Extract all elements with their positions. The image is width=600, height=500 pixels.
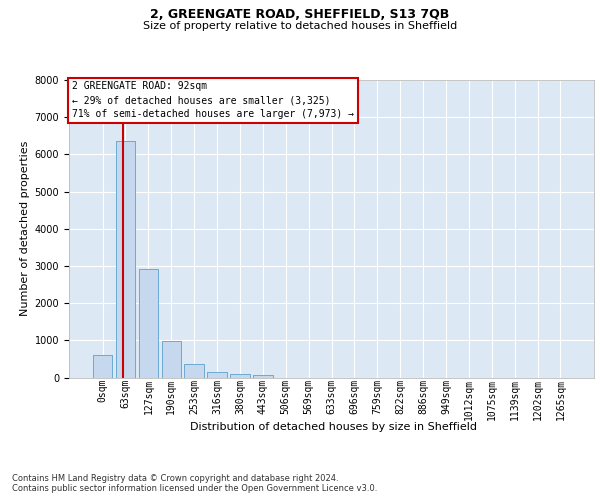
Y-axis label: Number of detached properties: Number of detached properties	[20, 141, 31, 316]
Bar	[230, 374, 250, 378]
Bar	[139, 269, 158, 378]
Bar	[253, 375, 272, 378]
Text: 2 GREENGATE ROAD: 92sqm
← 29% of detached houses are smaller (3,325)
71% of semi: 2 GREENGATE ROAD: 92sqm ← 29% of detache…	[71, 82, 353, 120]
Text: Distribution of detached houses by size in Sheffield: Distribution of detached houses by size …	[190, 422, 476, 432]
Bar	[161, 341, 181, 378]
Bar	[184, 364, 204, 378]
Text: Contains HM Land Registry data © Crown copyright and database right 2024.: Contains HM Land Registry data © Crown c…	[12, 474, 338, 483]
Bar	[116, 140, 135, 378]
Text: 2, GREENGATE ROAD, SHEFFIELD, S13 7QB: 2, GREENGATE ROAD, SHEFFIELD, S13 7QB	[151, 8, 449, 20]
Bar	[208, 372, 227, 378]
Bar	[93, 355, 112, 378]
Text: Size of property relative to detached houses in Sheffield: Size of property relative to detached ho…	[143, 21, 457, 31]
Text: Contains public sector information licensed under the Open Government Licence v3: Contains public sector information licen…	[12, 484, 377, 493]
